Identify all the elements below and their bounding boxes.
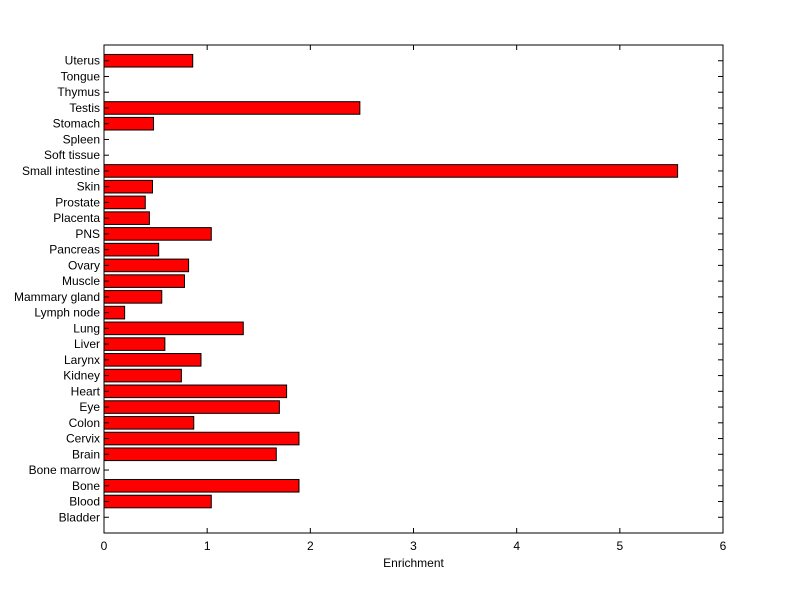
x-tick-label: 0 bbox=[101, 539, 108, 553]
x-tick-label: 4 bbox=[513, 539, 520, 553]
bar bbox=[103, 447, 277, 462]
y-tick-label: Soft tissue bbox=[44, 148, 100, 162]
y-tick-label: Spleen bbox=[63, 132, 100, 146]
bar bbox=[103, 227, 212, 241]
bar bbox=[103, 53, 194, 68]
y-tick-label: Pancreas bbox=[49, 243, 100, 257]
x-tick-label: 1 bbox=[204, 539, 211, 553]
y-tick-label: Placenta bbox=[53, 211, 100, 225]
bar bbox=[103, 258, 190, 273]
y-tick-label: Lymph node bbox=[34, 306, 100, 320]
y-tick-label: Thymus bbox=[57, 85, 100, 99]
x-tick-label: 5 bbox=[616, 539, 623, 553]
y-tick-label: Larynx bbox=[64, 353, 100, 367]
y-tick-label: Brain bbox=[72, 447, 100, 461]
y-tick-label: Ovary bbox=[68, 258, 100, 272]
y-tick-label: Bladder bbox=[59, 510, 100, 524]
y-tick-label: Testis bbox=[69, 101, 100, 115]
ticks-group bbox=[103, 45, 724, 533]
bar bbox=[103, 116, 155, 131]
x-axis-label: Enrichment bbox=[383, 556, 444, 570]
y-tick-label: Bone bbox=[72, 479, 100, 493]
y-tick-label: Liver bbox=[74, 337, 100, 351]
y-tick-label: Heart bbox=[71, 384, 101, 398]
x-tick-label: 6 bbox=[720, 539, 727, 553]
bar bbox=[103, 416, 195, 430]
y-tick-label: Eye bbox=[79, 400, 100, 414]
x-tick-label: 3 bbox=[410, 539, 417, 553]
bar bbox=[103, 337, 166, 351]
y-tick-label: Cervix bbox=[66, 432, 100, 446]
y-tick-label: Uterus bbox=[65, 54, 100, 68]
y-tick-label: Prostate bbox=[55, 195, 100, 209]
y-tick-label: Stomach bbox=[53, 117, 100, 131]
y-tick-label: Kidney bbox=[63, 369, 100, 383]
plot-frame bbox=[103, 44, 724, 534]
bar bbox=[103, 478, 300, 493]
x-tick-label: 2 bbox=[307, 539, 314, 553]
y-tick-label: Mammary gland bbox=[14, 290, 100, 304]
bar bbox=[103, 211, 150, 225]
bar bbox=[103, 290, 163, 304]
bar bbox=[103, 274, 185, 288]
bar bbox=[103, 384, 288, 399]
bars-group bbox=[103, 53, 679, 509]
y-tick-label: Bone marrow bbox=[29, 463, 101, 477]
bar bbox=[103, 400, 280, 414]
y-tick-label: Muscle bbox=[62, 274, 100, 288]
bar bbox=[103, 179, 153, 194]
y-tick-label: Blood bbox=[69, 495, 100, 509]
bar bbox=[103, 195, 146, 210]
bar bbox=[103, 353, 202, 367]
y-tick-label: Skin bbox=[77, 180, 100, 194]
y-tick-label: Lung bbox=[73, 321, 100, 335]
bar bbox=[103, 101, 361, 115]
y-tick-label: Colon bbox=[69, 416, 100, 430]
bar bbox=[103, 368, 182, 383]
y-tick-label: PNS bbox=[75, 227, 100, 241]
y-tick-label: Small intestine bbox=[22, 164, 100, 178]
bar bbox=[103, 431, 300, 446]
bar bbox=[103, 242, 160, 257]
bar bbox=[103, 321, 244, 336]
x-tick-labels: 0 1 2 3 4 5 6 bbox=[101, 539, 727, 553]
y-tick-label: Tongue bbox=[61, 69, 101, 83]
bar bbox=[103, 494, 212, 509]
bar bbox=[103, 164, 679, 178]
